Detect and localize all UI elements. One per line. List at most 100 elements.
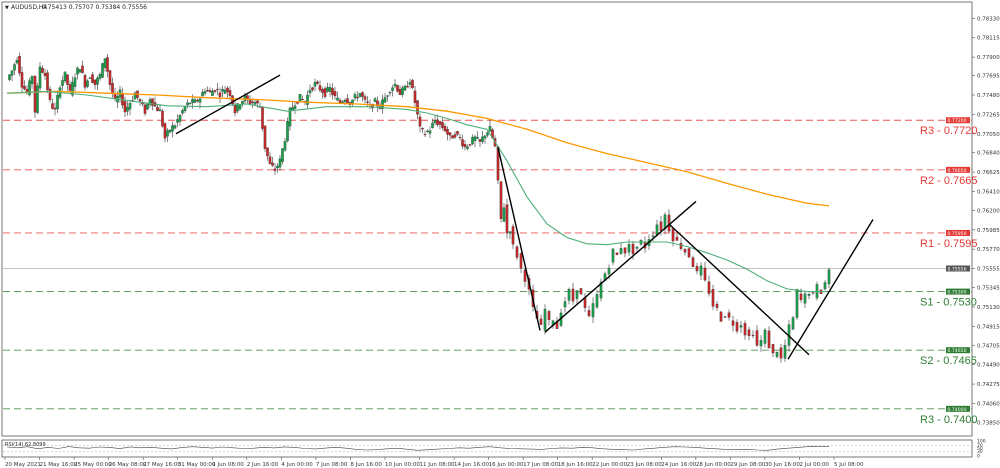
candle-body [338,99,342,103]
current-price-tag [946,265,970,272]
candle-body [61,80,64,86]
level-price-tag [946,117,970,124]
candle-body [43,72,47,76]
time-tick-label: 31 May 00:00 [178,462,216,468]
candle-body [323,88,327,97]
candle-body [373,98,377,103]
price-tick-label: 0.76200 [977,208,1000,214]
price-tick-label: 0.77900 [977,55,1000,61]
candle-body [326,87,329,92]
candlestick-series [8,52,831,363]
time-tick-label: 5 Jul 08:00 [834,462,864,468]
candle-body [695,266,699,272]
level-price-tag-label: 0.77200 [948,118,967,124]
candle-body [771,343,775,354]
candle-body [779,347,783,359]
candle-body [8,74,11,80]
candle-body [811,292,815,294]
time-tick-label: 10 Jun 00:00 [385,462,420,468]
candle-body [471,137,474,145]
candle-body [10,70,14,76]
candle-body [313,82,317,87]
candle-body [655,224,659,236]
rsi-tick-label: 70 [977,443,983,449]
price-tick-label: 0.77695 [977,74,1000,80]
candle-body [376,100,379,107]
candle-body [191,99,194,104]
candle-body [71,81,74,96]
candle-body [433,120,437,123]
candle-body [298,93,302,102]
candle-body [331,88,334,95]
candle-body [308,89,312,94]
candle-body [293,105,297,109]
candle-body [575,290,579,299]
candle-body [727,312,731,318]
candle-body [341,101,344,104]
price-axis: 0.78330 0.78115 0.77900 0.77695 0.77480 0.772… [972,16,1000,426]
candle-body [278,158,282,168]
rsi-tick-label: 0 [977,454,980,460]
candle-body [671,228,675,242]
candle-body [391,87,394,91]
level-name-label: S2 - 0.7465 [920,355,977,367]
candle-body [73,77,77,87]
candle-body [41,67,44,73]
time-tick-label: 2 Jul 00:00 [799,462,829,468]
candle-body [743,323,747,336]
candle-body [181,110,184,114]
candle-body [599,281,603,299]
level-price-tag-label: 0.76650 [948,168,967,174]
candle-body [101,63,104,78]
candle-body [667,214,671,232]
candle-body [767,330,771,349]
candle-body [206,89,209,92]
candle-body [371,103,374,109]
candle-body [406,85,409,88]
price-tick-label: 0.74060 [977,401,1000,407]
candle-body [795,289,799,318]
candle-body [123,101,127,113]
candle-body [276,165,279,169]
candle-body [103,58,107,68]
trend-line [787,219,874,360]
candle-body [579,288,583,295]
candle-body [519,253,523,269]
price-tick-label: 0.77050 [977,132,1000,138]
candle-body [336,97,339,101]
candle-body [233,104,237,114]
candle-body [747,329,751,336]
candle-body [823,282,827,290]
level-price-tag-label: 0.74000 [948,407,967,413]
candle-body [827,269,831,285]
candle-body [502,207,506,222]
rsi-tick-label: 50 [977,446,983,452]
price-tick-label: 0.74915 [977,324,1000,330]
candle-body [111,83,114,94]
candle-body [301,99,304,101]
candle-body [261,107,264,129]
candle-body [441,122,444,128]
fast-moving-average-line [6,90,829,293]
candle-body [476,136,479,139]
candle-body [451,135,454,139]
candle-body [446,129,449,135]
candle-body [707,281,711,294]
candle-body [481,136,484,142]
level-price-tag-label: 0.75950 [948,231,967,237]
collapse-arrow-icon[interactable]: ▼ [5,5,9,11]
time-tick-label: 26 May 08:00 [109,462,147,468]
candle-body [328,87,332,92]
candle-body [358,93,362,97]
candle-body [238,104,242,110]
candle-body [431,122,434,128]
candle-body [543,308,547,331]
price-tick-label: 0.74705 [977,343,1000,349]
candle-body [15,60,19,64]
level-price-tag-label: 0.75300 [948,290,967,296]
current-price-tag-label: 0.75556 [948,267,967,273]
price-tick-label: 0.77480 [977,93,1000,99]
candle-body [458,137,462,139]
